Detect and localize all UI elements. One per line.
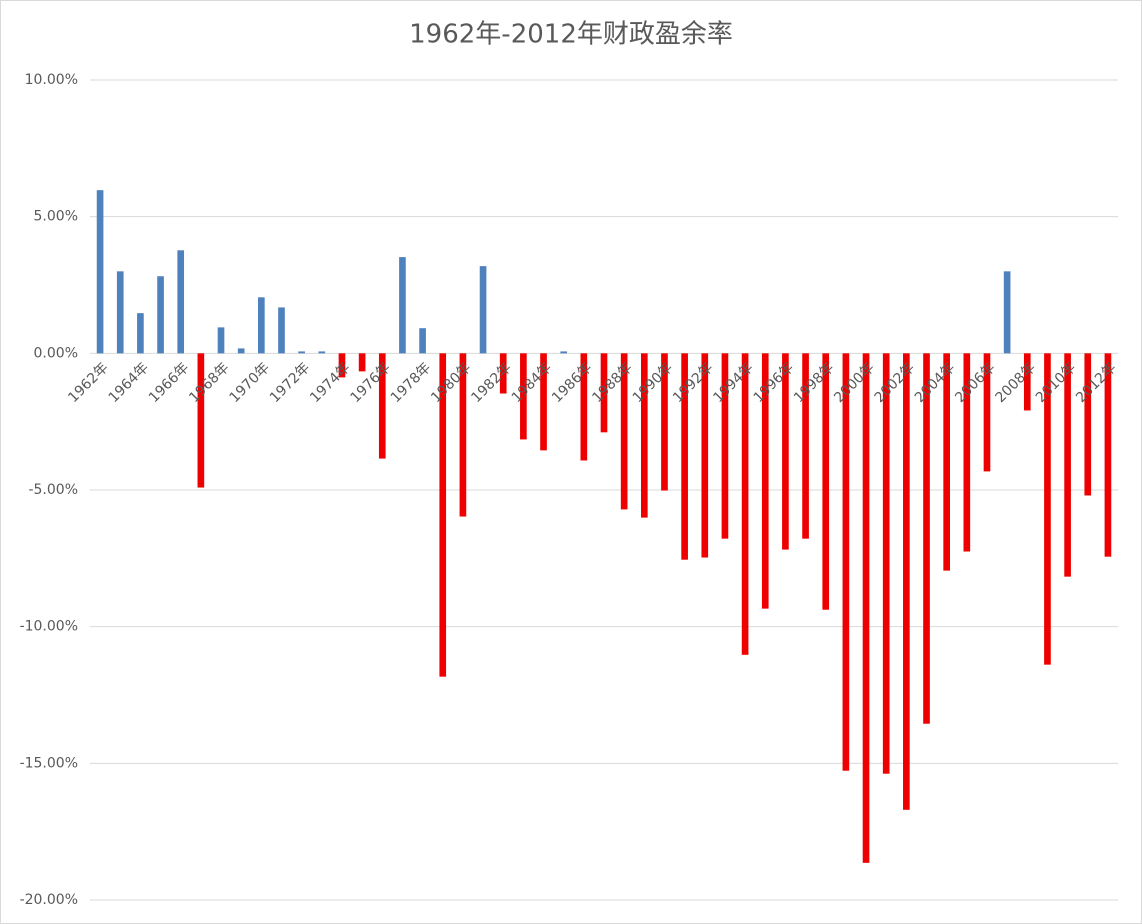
bar bbox=[217, 327, 225, 354]
bar bbox=[943, 353, 950, 571]
bar bbox=[681, 353, 688, 560]
bar bbox=[116, 271, 124, 354]
bar bbox=[620, 353, 628, 510]
bar bbox=[842, 353, 850, 771]
bar bbox=[459, 353, 467, 517]
bar bbox=[358, 353, 366, 372]
bar bbox=[1104, 353, 1112, 557]
bar bbox=[439, 353, 447, 677]
bar bbox=[177, 250, 185, 354]
bar bbox=[983, 353, 991, 472]
bar bbox=[157, 276, 164, 354]
bar bbox=[580, 353, 588, 461]
chart-title: 1962年-2012年财政盈余率 bbox=[409, 20, 733, 50]
bar bbox=[540, 353, 547, 451]
bar bbox=[479, 266, 487, 354]
bar bbox=[399, 257, 406, 354]
bar bbox=[882, 353, 890, 774]
bar bbox=[721, 353, 729, 539]
bar bbox=[963, 353, 971, 552]
bar bbox=[419, 328, 426, 354]
bar bbox=[338, 353, 346, 378]
bar bbox=[1044, 353, 1051, 665]
bar bbox=[298, 351, 305, 354]
bar bbox=[661, 353, 668, 491]
bar bbox=[137, 313, 144, 354]
y-tick-label: -20.00% bbox=[20, 892, 78, 908]
bar bbox=[701, 353, 709, 558]
bar bbox=[761, 353, 769, 609]
y-tick-label: 10.00% bbox=[25, 72, 78, 88]
bar bbox=[802, 353, 809, 539]
bar bbox=[640, 353, 648, 518]
y-tick-label: -5.00% bbox=[28, 482, 78, 498]
y-tick-label: 5.00% bbox=[34, 209, 78, 225]
bar bbox=[278, 307, 285, 354]
bar bbox=[923, 353, 930, 724]
bar bbox=[862, 353, 870, 863]
bar bbox=[258, 297, 265, 354]
bar bbox=[822, 353, 830, 610]
bar bbox=[1064, 353, 1071, 577]
bar bbox=[1084, 353, 1092, 496]
bar bbox=[499, 353, 507, 394]
bar bbox=[903, 353, 910, 810]
bar bbox=[741, 353, 749, 655]
bar bbox=[96, 190, 104, 354]
bar bbox=[1003, 271, 1011, 354]
bar bbox=[237, 348, 245, 354]
bar bbox=[378, 353, 386, 459]
bar bbox=[318, 351, 326, 354]
bar bbox=[520, 353, 527, 440]
bar bbox=[600, 353, 608, 433]
y-tick-label: 0.00% bbox=[34, 345, 78, 361]
bar bbox=[197, 353, 205, 488]
bar bbox=[1023, 353, 1031, 411]
y-tick-label: -10.00% bbox=[20, 619, 78, 635]
bar bbox=[560, 351, 568, 354]
bar bbox=[782, 353, 789, 550]
y-tick-label: -15.00% bbox=[20, 755, 78, 771]
